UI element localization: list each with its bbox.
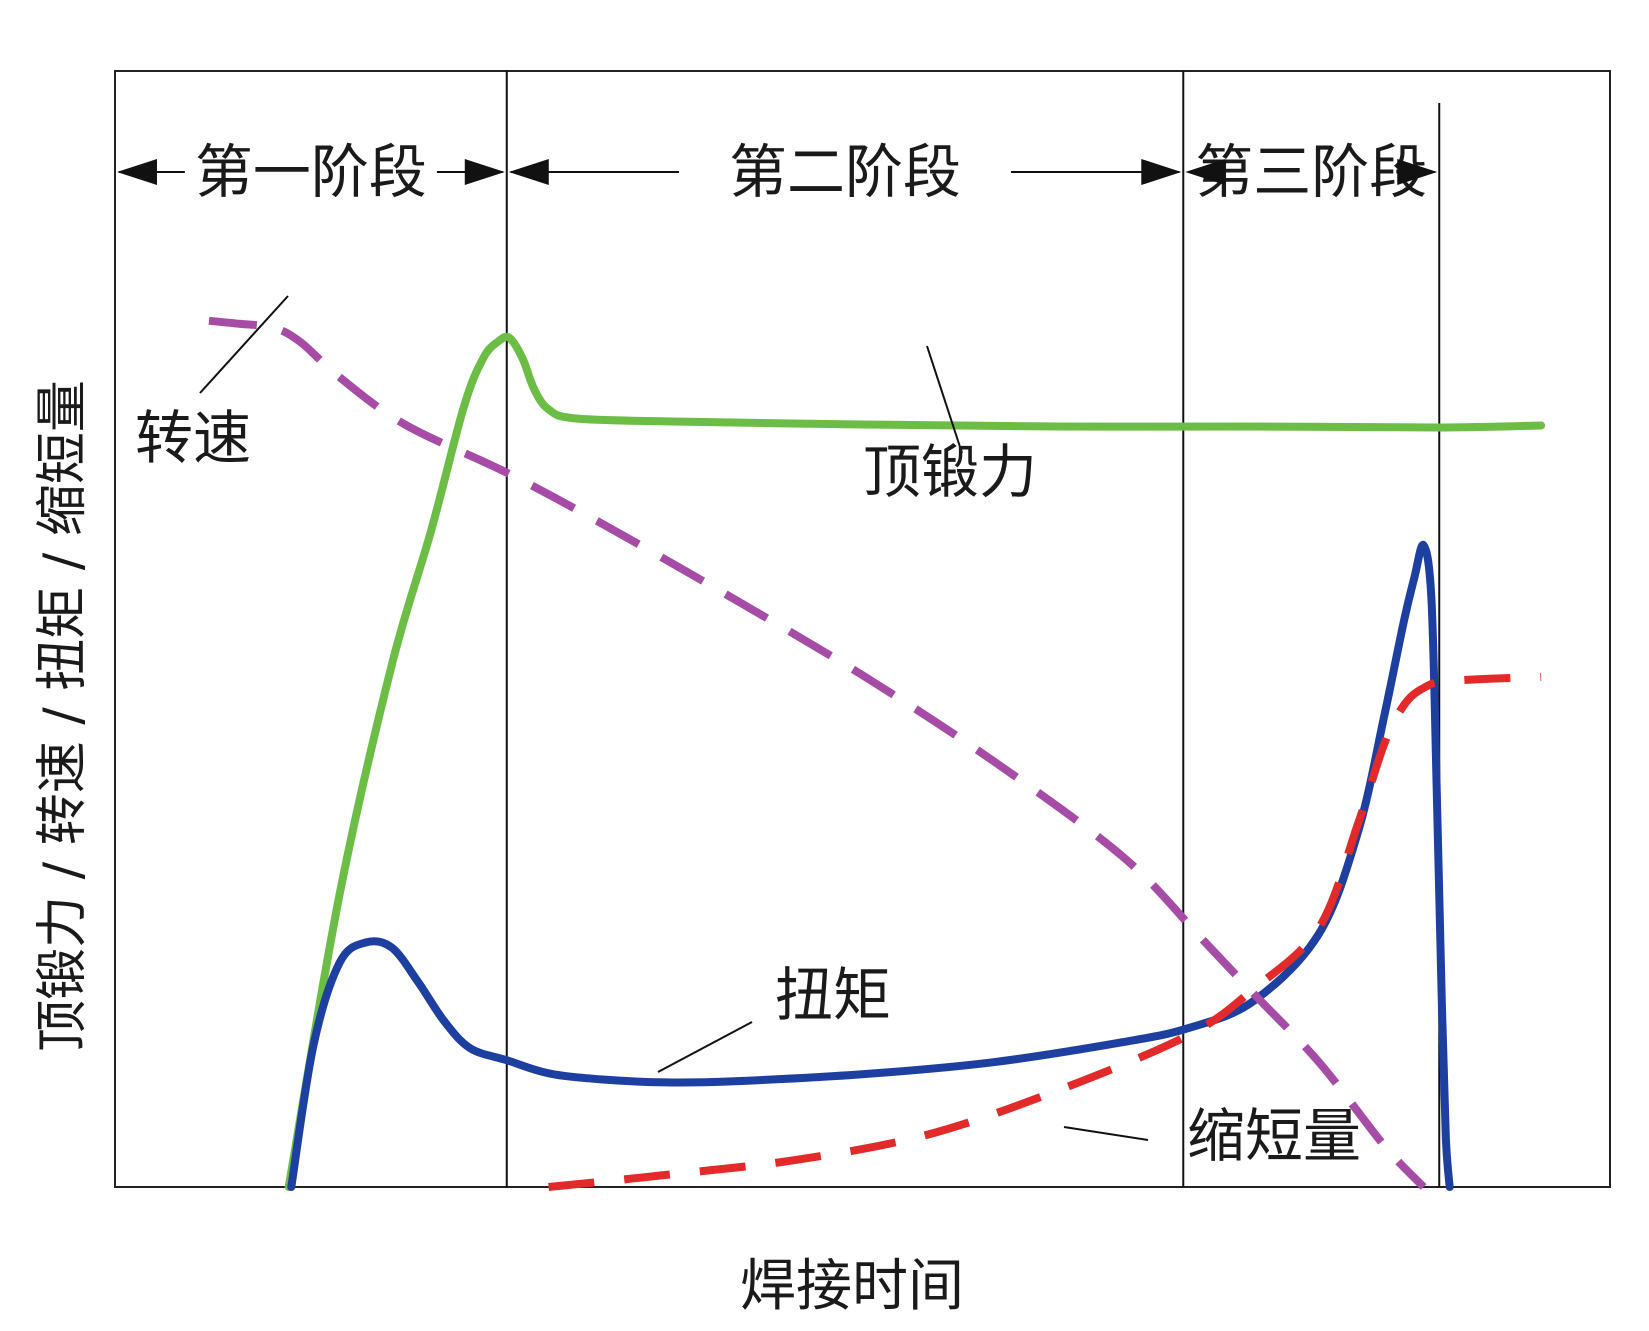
y-axis-label: 顶锻力 / 转速 / 扭矩 / 缩短量 (33, 380, 93, 1052)
series-line-2 (284, 332, 1546, 1191)
annotation-leader (1063, 1126, 1149, 1141)
annotation-label-2: 顶锻力 (863, 438, 1037, 506)
stage-arrowhead (1185, 159, 1226, 185)
stage-2: 第二阶段 (508, 138, 1182, 206)
plot-frame (114, 70, 1611, 1188)
stage-arrowhead (117, 159, 157, 185)
stage-arrowhead (464, 159, 505, 185)
stage-label: 第三阶段 (1195, 138, 1427, 206)
annotation-label-4: 缩短量 (1187, 1102, 1361, 1170)
plot-border (114, 70, 1611, 1188)
text-layer: 焊接时间 顶锻力 / 转速 / 扭矩 / 缩短量 转速顶锻力扭矩缩短量 (33, 380, 1361, 1319)
stage-arrowhead (1397, 159, 1438, 185)
series-line-3 (287, 541, 1454, 1191)
annotation-leaders (199, 295, 1149, 1141)
stage-3: 第三阶段 (1185, 138, 1438, 206)
annotation-label-3: 扭矩 (775, 961, 891, 1029)
series-line-1 (208, 316, 1427, 1190)
stage-arrowhead (508, 159, 549, 185)
annotation-leader (657, 1021, 753, 1073)
annotation-leader (926, 345, 963, 454)
annotation-leader (199, 295, 289, 394)
series-line-4 (548, 673, 1542, 1191)
stage-label: 第一阶段 (195, 138, 427, 206)
stage-label: 第二阶段 (729, 138, 961, 206)
stage-markers: 第一阶段 第二阶段 第三阶段 (117, 71, 1441, 1187)
stage-1: 第一阶段 (117, 138, 505, 206)
stage-arrowhead (1141, 159, 1182, 185)
x-axis-label: 焊接时间 (740, 1254, 964, 1319)
annotation-label-1: 转速 (135, 404, 251, 472)
series-layer (208, 316, 1546, 1191)
